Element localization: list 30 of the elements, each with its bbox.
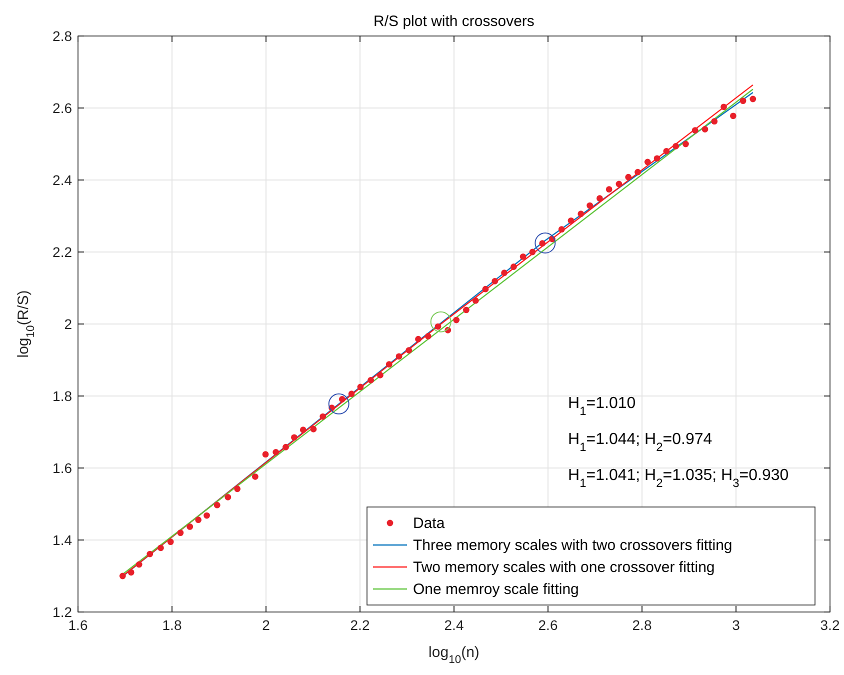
x-tick-label: 2.2 [350, 617, 370, 633]
legend-label: Data [413, 515, 446, 532]
x-tick-label: 2.4 [444, 617, 464, 633]
legend-label: Two memory scales with one crossover fitting [413, 559, 715, 576]
annotation: H$_{1}$=1.010 [568, 395, 636, 418]
point [534, 232, 556, 254]
annotation: H$_{1}$=1.044; H$_{2}$=0.974 [568, 431, 712, 454]
y-tick-label: 1.8 [52, 388, 72, 404]
x-tick-label: 3.2 [820, 617, 840, 633]
x-tick-label: 1.6 [68, 617, 88, 633]
legend-label: One memroy scale fitting [413, 581, 579, 598]
x-axis-title: log$_{10}$(n) [428, 644, 480, 666]
chart-title: R/S plot with crossovers [374, 13, 534, 30]
y-tick-label: 1.4 [52, 532, 72, 548]
point [430, 311, 452, 332]
y-tick-label: 1.6 [52, 460, 72, 476]
x-tick-label: 1.8 [162, 617, 182, 633]
x-tick-label: 2.6 [538, 617, 558, 633]
y-tick-label: 1.2 [52, 604, 72, 620]
y-tick-label: 2.6 [52, 100, 72, 116]
legend-label: Three memory scales with two crossovers fitting [413, 537, 732, 554]
y-tick-label: 2.8 [52, 28, 72, 44]
y-tick-label: 2 [64, 316, 72, 332]
x-tick-label: 3 [732, 617, 740, 633]
y-tick-label: 2.2 [52, 244, 72, 260]
x-tick-label: 2.8 [632, 617, 652, 633]
annotation: H$_{1}$=1.041; H$_{2}$=1.035; H$_{3}$=0.930 [568, 467, 789, 490]
point [328, 393, 350, 414]
x-tick-label: 2 [262, 617, 270, 633]
y-tick-label: 2.4 [52, 172, 72, 188]
